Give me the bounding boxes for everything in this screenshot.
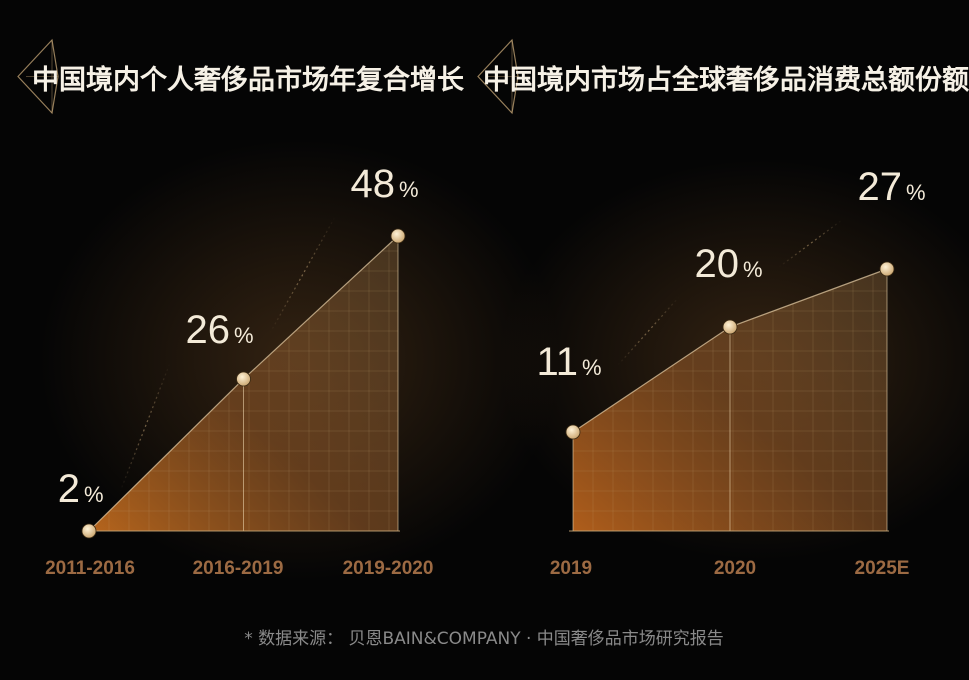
x-tick-label: 2025E: [855, 558, 910, 579]
value-unit: %: [399, 177, 419, 202]
value-unit: %: [582, 355, 602, 380]
value-label: 26: [186, 308, 231, 352]
value-unit: %: [84, 482, 104, 507]
chart-title: 中国境内市场占全球奢侈品消费总额份额: [483, 64, 969, 96]
value-label: 27: [858, 165, 903, 209]
data-point: [565, 424, 581, 440]
guide-line: [269, 216, 336, 334]
value-unit: %: [906, 180, 926, 205]
data-point: [879, 261, 895, 277]
value-label: 11: [536, 340, 578, 384]
x-tick-label: 2016-2019: [193, 558, 284, 579]
chart-title: 中国境内个人奢侈品市场年复合增长: [32, 64, 465, 96]
value-unit: %: [743, 257, 763, 282]
title-prism-inner-lines: [26, 40, 58, 113]
x-tick-label: 2011-2016: [45, 558, 135, 579]
title-prism-inner-lines: [486, 40, 518, 113]
data-point: [390, 228, 406, 244]
guide-line: [778, 219, 843, 268]
x-tick-label: 2019: [550, 558, 592, 579]
data-point: [722, 319, 738, 335]
data-point: [236, 371, 251, 387]
guide-line: [119, 362, 171, 493]
value-unit: %: [234, 323, 254, 348]
source-note: * 数据来源： 贝恩BAIN&COMPANY · 中国奢侈品市场研究报告: [244, 629, 724, 649]
x-tick-label: 2019-2020: [343, 558, 434, 579]
guide-line: [617, 296, 680, 366]
value-label: 20: [695, 242, 740, 286]
value-label: 48: [351, 162, 396, 206]
x-tick-label: 2020: [714, 558, 756, 579]
data-point: [81, 523, 97, 539]
value-label: 2: [58, 467, 80, 511]
